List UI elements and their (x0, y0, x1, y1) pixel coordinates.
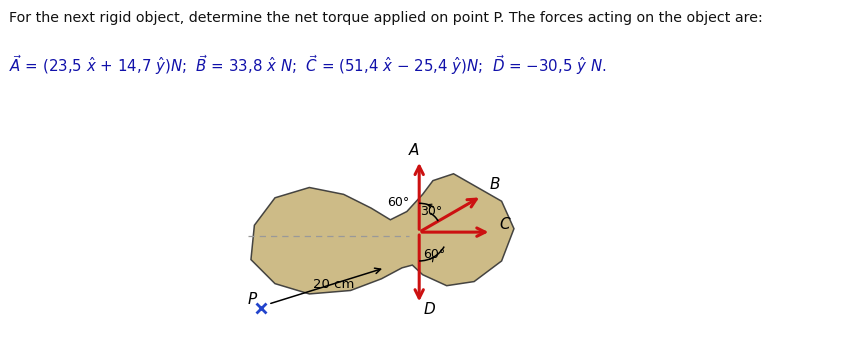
Text: $\vec{A}$ = (23,5 $\hat{x}$ + 14,7 $\hat{y}$)$N$;  $\vec{B}$ = 33,8 $\hat{x}$ $N: $\vec{A}$ = (23,5 $\hat{x}$ + 14,7 $\hat… (9, 53, 606, 77)
Text: C: C (500, 217, 510, 232)
Text: A: A (409, 143, 419, 158)
Text: D: D (423, 302, 435, 317)
Polygon shape (251, 174, 514, 294)
Text: 60°: 60° (387, 196, 410, 209)
Text: 60°: 60° (423, 248, 446, 261)
Text: 30°: 30° (420, 205, 442, 218)
Text: 20 cm: 20 cm (313, 278, 354, 291)
Text: For the next rigid object, determine the net torque applied on point P. The forc: For the next rigid object, determine the… (9, 11, 762, 25)
Text: B: B (490, 177, 501, 192)
Text: P: P (247, 292, 257, 307)
